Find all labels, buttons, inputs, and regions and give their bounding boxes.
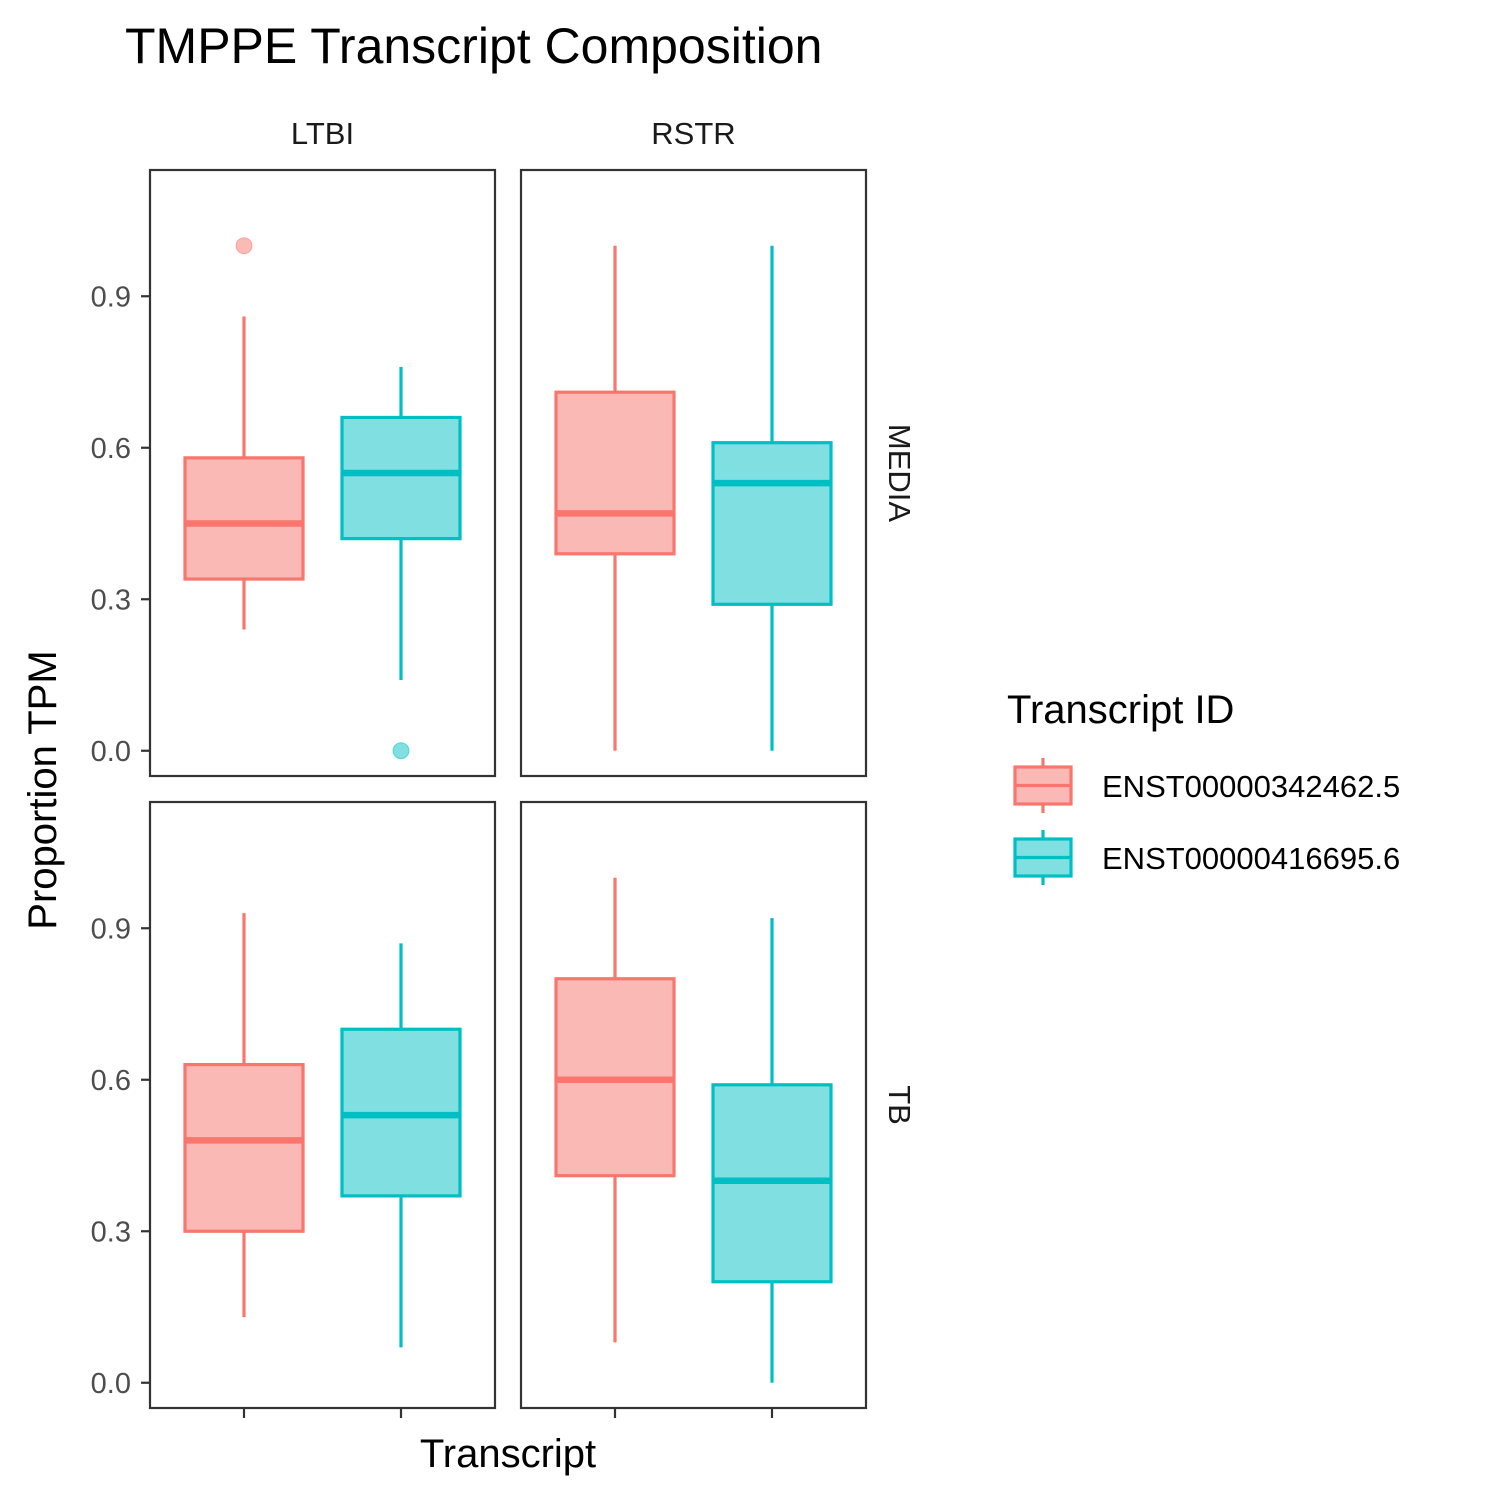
y-tick-label: 0.6 — [91, 433, 131, 465]
y-tick-label: 0.9 — [91, 281, 131, 313]
facet-row-label: MEDIA — [882, 424, 917, 523]
y-tick-label: 0.9 — [91, 913, 131, 945]
y-tick-label: 0.3 — [91, 584, 131, 616]
outlier-point — [235, 237, 253, 255]
panel-border — [148, 800, 497, 1410]
legend-label: ENST00000342462.5 — [1102, 769, 1400, 804]
legend-entry: ENST00000416695.6 — [1013, 830, 1400, 885]
outlier-point — [392, 742, 410, 760]
panel-border — [519, 800, 868, 1410]
panel-border — [519, 168, 868, 778]
box-iqr — [183, 1062, 305, 1233]
facet-panel — [148, 168, 497, 778]
y-axis-title: Proportion TPM — [21, 650, 65, 929]
facet-column-label: RSTR — [651, 116, 735, 151]
box-iqr — [711, 441, 833, 606]
facet-column-label: LTBI — [291, 116, 354, 151]
facet-panel — [519, 168, 868, 778]
legend-entry: ENST00000342462.5 — [1013, 758, 1400, 813]
box-iqr — [183, 456, 305, 581]
y-tick-label: 0.0 — [91, 1368, 131, 1400]
facet-panel — [148, 800, 497, 1410]
facet-panel — [519, 800, 868, 1410]
legend: Transcript ID ENST00000342462.5 ENST00000… — [1007, 688, 1400, 885]
legend-title: Transcript ID — [1007, 688, 1234, 732]
box-iqr — [340, 415, 462, 541]
facet-panels: LTBI RSTR MEDIA TB 0.0 0.3 0.6 0.9 0.0 0.3 0.6 0.9 — [91, 116, 917, 1418]
panel-border — [148, 168, 497, 778]
legend-label: ENST00000416695.6 — [1102, 841, 1400, 876]
box-iqr — [554, 390, 676, 556]
chart-title: TMPPE Transcript Composition — [125, 18, 822, 74]
x-axis-title: Transcript — [420, 1432, 596, 1476]
y-tick-label: 0.6 — [91, 1065, 131, 1097]
facet-row-label: TB — [882, 1085, 917, 1125]
y-tick-label: 0.0 — [91, 736, 131, 768]
y-tick-label: 0.3 — [91, 1216, 131, 1248]
